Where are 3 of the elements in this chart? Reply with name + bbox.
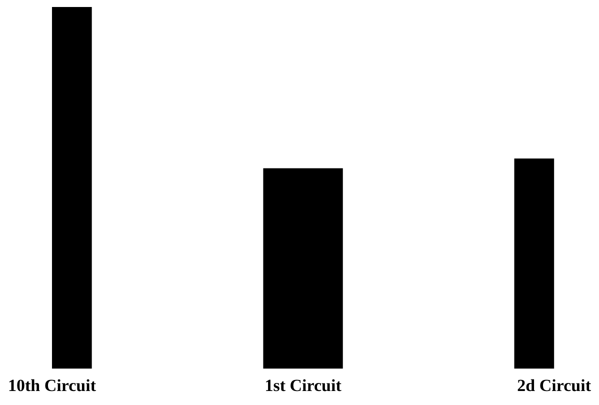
x-tick-label: 2d Circuit bbox=[517, 376, 592, 396]
x-tick-label: 1st Circuit bbox=[264, 376, 342, 396]
x-tick-label: 10th Circuit bbox=[8, 376, 96, 396]
